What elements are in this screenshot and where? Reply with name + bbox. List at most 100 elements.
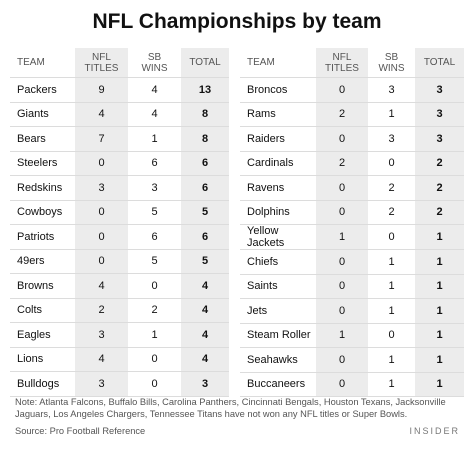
table-row: Raiders 0 3 3 <box>240 126 464 152</box>
sb-wins-header: SB WINS <box>368 48 415 78</box>
nfl-titles-header-line1: NFL <box>92 51 111 63</box>
table-row: Patriots 0 6 6 <box>10 224 229 250</box>
table-row: Redskins 3 3 6 <box>10 175 229 201</box>
table-row: Buccaneers 0 1 1 <box>240 372 464 397</box>
nfl-titles-cell: 0 <box>316 347 368 373</box>
total-cell: 8 <box>181 102 229 127</box>
team-header: TEAM <box>240 48 316 78</box>
sb-wins-cell: 0 <box>128 371 181 397</box>
table-row: Ravens 0 2 2 <box>240 175 464 201</box>
sb-wins-header-line1: SB <box>147 51 162 63</box>
nfl-titles-cell: 3 <box>75 322 128 348</box>
source-text: Source: Pro Football Reference <box>15 426 146 436</box>
team-cell: Lions <box>10 347 75 372</box>
total-header: TOTAL <box>415 48 464 78</box>
team-cell: Redskins <box>10 175 75 201</box>
nfl-titles-cell: 1 <box>316 323 368 348</box>
nfl-titles-cell: 9 <box>75 77 128 103</box>
nfl-titles-cell: 4 <box>75 273 128 299</box>
table-row: Lions 4 0 4 <box>10 347 229 372</box>
total-cell: 8 <box>181 126 229 152</box>
table-row: Cardinals 2 0 2 <box>240 151 464 176</box>
table-row: Seahawks 0 1 1 <box>240 347 464 373</box>
table-row: Packers 9 4 13 <box>10 77 229 103</box>
sb-wins-cell: 5 <box>128 200 181 225</box>
table-row: Colts 2 2 4 <box>10 298 229 323</box>
team-cell: Buccaneers <box>240 372 316 397</box>
total-cell: 1 <box>415 323 464 348</box>
sb-wins-cell: 0 <box>368 151 415 176</box>
total-cell: 4 <box>181 298 229 323</box>
team-cell: Browns <box>10 273 75 299</box>
total-cell: 6 <box>181 224 229 250</box>
page-title: NFL Championships by team <box>92 10 382 33</box>
total-cell: 6 <box>181 175 229 201</box>
sb-wins-cell: 4 <box>128 77 181 103</box>
nfl-titles-cell: 3 <box>75 175 128 201</box>
sb-wins-cell: 6 <box>128 224 181 250</box>
team-header: TEAM <box>10 48 75 78</box>
table-row: Yellow Jackets 1 0 1 <box>240 224 464 250</box>
nfl-titles-header-line1: NFL <box>332 51 352 63</box>
total-cell: 6 <box>181 151 229 176</box>
sb-wins-cell: 4 <box>128 102 181 127</box>
team-cell: Eagles <box>10 322 75 348</box>
team-cell: Saints <box>240 274 316 299</box>
sb-wins-cell: 3 <box>128 175 181 201</box>
total-cell: 2 <box>415 151 464 176</box>
team-cell: Packers <box>10 77 75 103</box>
championships-table-right: TEAM NFL TITLES SB WINS TOTAL Broncos 0 3 3 Ra… <box>240 48 464 397</box>
table-row: Dolphins 0 2 2 <box>240 200 464 225</box>
total-cell: 3 <box>415 77 464 103</box>
team-cell: Bears <box>10 126 75 152</box>
table-row: Giants 4 4 8 <box>10 102 229 127</box>
nfl-titles-cell: 0 <box>75 151 128 176</box>
team-cell: Patriots <box>10 224 75 250</box>
table-row: 49ers 0 5 5 <box>10 249 229 274</box>
table-row: Browns 4 0 4 <box>10 273 229 299</box>
team-cell: Steam Roller <box>240 323 316 348</box>
nfl-titles-cell: 0 <box>75 249 128 274</box>
table-row: Broncos 0 3 3 <box>240 77 464 103</box>
nfl-titles-cell: 0 <box>316 175 368 201</box>
sb-wins-cell: 0 <box>128 273 181 299</box>
sb-wins-header-line2: WINS <box>378 62 405 74</box>
total-header: TOTAL <box>181 48 229 78</box>
sb-wins-cell: 1 <box>368 102 415 127</box>
team-cell: Seahawks <box>240 347 316 373</box>
sb-wins-cell: 3 <box>368 77 415 103</box>
sb-wins-cell: 1 <box>128 126 181 152</box>
sb-wins-cell: 0 <box>128 347 181 372</box>
sb-wins-cell: 1 <box>368 274 415 299</box>
total-cell: 13 <box>181 77 229 103</box>
sb-wins-cell: 2 <box>368 175 415 201</box>
table-row: Saints 0 1 1 <box>240 274 464 299</box>
nfl-titles-cell: 0 <box>316 126 368 152</box>
nfl-titles-header-line2: TITLES <box>84 62 119 74</box>
nfl-titles-cell: 0 <box>316 298 368 324</box>
championships-table-left: TEAM NFL TITLES SB WINS TOTAL Packers 9 4 13 G… <box>10 48 229 397</box>
sb-wins-cell: 0 <box>368 224 415 250</box>
nfl-titles-cell: 2 <box>75 298 128 323</box>
sb-wins-header: SB WINS <box>128 48 181 78</box>
table-row: Bears 7 1 8 <box>10 126 229 152</box>
nfl-titles-header-line2: TITLES <box>325 62 359 74</box>
table-row: Steelers 0 6 6 <box>10 151 229 176</box>
total-cell: 3 <box>415 102 464 127</box>
table-row: Cowboys 0 5 5 <box>10 200 229 225</box>
total-cell: 4 <box>181 273 229 299</box>
nfl-titles-header: NFL TITLES <box>75 48 128 78</box>
team-cell: Giants <box>10 102 75 127</box>
sb-wins-header-line2: WINS <box>141 62 168 74</box>
total-cell: 2 <box>415 175 464 201</box>
total-cell: 3 <box>181 371 229 397</box>
team-cell: Chiefs <box>240 249 316 275</box>
team-cell: Cardinals <box>240 151 316 176</box>
sb-wins-cell: 5 <box>128 249 181 274</box>
team-cell: Broncos <box>240 77 316 103</box>
sb-wins-cell: 1 <box>368 347 415 373</box>
table-row: Jets 0 1 1 <box>240 298 464 324</box>
team-cell: Yellow Jackets <box>240 224 316 250</box>
footnote: Note: Atlanta Falcons, Buffalo Bills, Ca… <box>15 397 446 419</box>
nfl-titles-cell: 7 <box>75 126 128 152</box>
